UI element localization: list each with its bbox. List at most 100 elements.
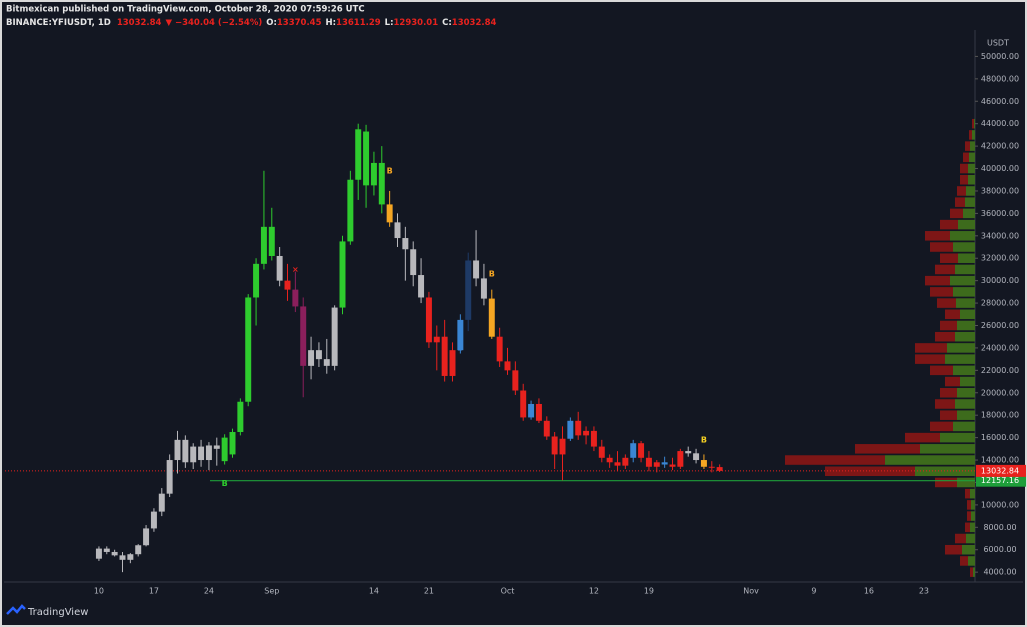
candle-body (441, 336, 448, 376)
candle-body (535, 403, 542, 421)
candle-body (323, 359, 330, 366)
brand-logo: TradingView (6, 604, 88, 618)
x-tick-label: 19 (644, 587, 654, 596)
volume-profile-sell (967, 511, 971, 521)
volume-profile-buy (971, 511, 975, 521)
x-tick-label: 24 (204, 587, 214, 596)
x-tick-label: Sep (264, 587, 279, 596)
volume-profile-buy (957, 410, 975, 420)
candle-body (645, 457, 652, 467)
symbol-info: BINANCE:YFIUSDT, 1D 13032.84 ▼ −340.04 (−2… (6, 18, 496, 28)
volume-profile-buy (957, 320, 975, 331)
candle-body (331, 307, 338, 366)
volume-profile-buy (957, 477, 975, 488)
volume-profile-sell (940, 388, 957, 398)
chart-title: Bitmexican published on TradingView.com,… (6, 5, 365, 15)
candle-body (716, 467, 723, 471)
ohlc-value: 13370.45 (277, 18, 322, 28)
volume-profile-sell (967, 500, 971, 510)
candle-body (103, 548, 110, 552)
candle-body (598, 446, 605, 458)
x-tick-label: 17 (149, 587, 159, 596)
signal-label: B (222, 479, 228, 488)
volume-profile-sell (935, 264, 955, 275)
signal-label: B (701, 435, 707, 444)
y-tick-label: 42000.00 (981, 142, 1019, 151)
candle-body (708, 466, 715, 468)
y-tick-label: 4000.00 (983, 568, 1016, 577)
volume-profile-sell (925, 231, 950, 241)
candle-body (590, 430, 597, 447)
x-tick-label: 12 (589, 587, 599, 596)
candle-body (473, 260, 480, 279)
volume-profile-buy (956, 298, 975, 308)
brand-name: TradingView (27, 607, 88, 618)
volume-profile-buy (953, 242, 975, 252)
x-tick-label: Oct (501, 587, 515, 596)
y-tick-label: 16000.00 (981, 433, 1019, 442)
candle-body (276, 255, 283, 281)
candle-body (300, 306, 307, 366)
candle-body (174, 439, 181, 461)
volume-profile-sell (855, 444, 920, 454)
candle-body (166, 460, 173, 494)
candle-body (284, 280, 291, 290)
candle-body (347, 179, 354, 242)
volume-profile-sell (935, 331, 955, 342)
ohlc-value: 13032.84 (452, 18, 497, 28)
candle-body (693, 453, 700, 461)
volume-profile-buy (957, 388, 975, 398)
candle-body (355, 129, 362, 180)
volume-profile-sell (945, 309, 960, 320)
volume-profile-sell (935, 399, 955, 409)
candle-body (449, 350, 456, 376)
candle-body (543, 420, 550, 437)
candle-body (198, 446, 205, 461)
currency: USDT (987, 39, 1009, 48)
candle-body (260, 226, 267, 264)
x-tick-label: 10 (94, 587, 104, 596)
volume-profile-sell (960, 174, 968, 185)
volume-profile-buy (973, 567, 975, 577)
signal-label: B (489, 269, 495, 278)
volume-profile-buy (970, 141, 975, 151)
volume-profile-sell (960, 556, 968, 566)
y-tick-label: 48000.00 (981, 74, 1019, 83)
candle-body (221, 437, 228, 462)
support-label: 12157.16 (981, 476, 1019, 485)
y-tick-label: 32000.00 (981, 254, 1019, 263)
candle-body (135, 545, 142, 555)
volume-profile-buy (940, 432, 975, 443)
volume-profile-buy (962, 544, 975, 555)
volume-profile-buy (960, 376, 975, 387)
x-tick-label: 21 (424, 587, 434, 596)
volume-profile-sell (955, 533, 966, 544)
y-tick-label: 40000.00 (981, 164, 1019, 173)
y-tick-label: 34000.00 (981, 231, 1019, 240)
volume-profile-sell (963, 152, 969, 163)
price-label-box (976, 464, 1026, 477)
volume-profile-buy (955, 399, 975, 409)
volume-profile-sell (965, 522, 970, 533)
volume-profile-sell (965, 141, 970, 151)
y-tick-label: 26000.00 (981, 321, 1019, 330)
y-tick-label: 36000.00 (981, 209, 1019, 218)
x-tick-label: Nov (743, 587, 759, 596)
candle-body (425, 297, 432, 343)
volume-profile-sell (940, 253, 958, 263)
volume-profile-sell (957, 186, 966, 196)
volume-profile-sell (940, 410, 957, 420)
candle-body (418, 275, 425, 298)
volume-profile-buy (950, 231, 975, 241)
volume-profile-buy (971, 500, 975, 510)
volume-profile-buy (950, 275, 975, 286)
candle-body (386, 204, 393, 223)
volume-profile-sell (965, 488, 970, 499)
volume-profile-buy (972, 130, 975, 140)
volume-profile-sell (785, 455, 885, 465)
y-tick-label: 10000.00 (981, 500, 1019, 509)
volume-profile-buy (947, 343, 975, 353)
volume-profile-sell (935, 477, 957, 488)
ohlc-label: L: (385, 18, 394, 28)
volume-profile-sell (969, 130, 972, 140)
